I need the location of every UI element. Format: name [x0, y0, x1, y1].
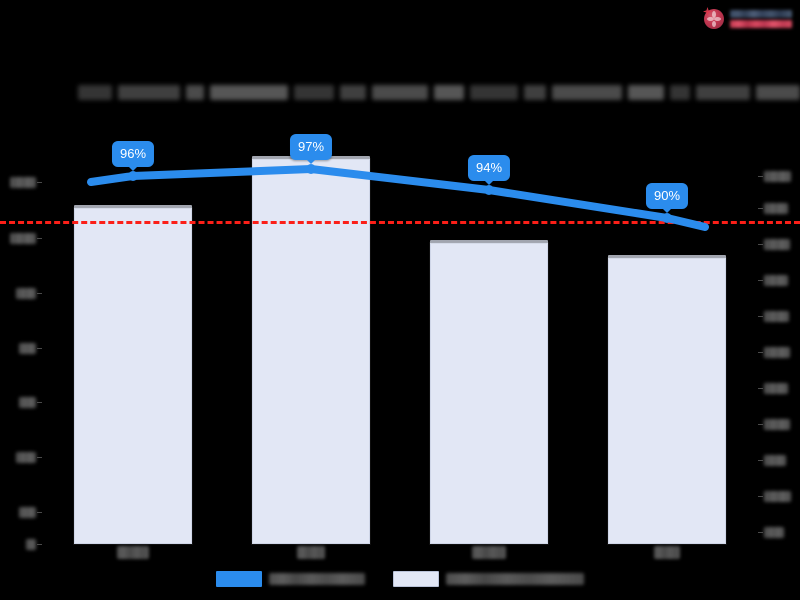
y-axis-secondary-tickmark-1	[758, 176, 763, 177]
y-axis-left-tick-6	[16, 452, 36, 463]
x-axis-label-4	[654, 546, 680, 559]
data-label-3: 94%	[467, 155, 511, 185]
data-label-1: 96%	[111, 141, 155, 171]
y-axis-left-tick-2	[10, 233, 36, 244]
plot-area: 96% 97% 94% 90%	[0, 134, 800, 544]
brand-wordmark	[730, 10, 792, 28]
y-axis-left-tick-4	[19, 343, 36, 354]
bar-cap	[430, 239, 548, 244]
y-axis-secondary-tickmark-7	[758, 388, 763, 389]
legend-swatch-line-icon	[216, 571, 262, 587]
bar-1[interactable]	[74, 205, 192, 544]
y-axis-secondary-tickmark-6	[758, 352, 763, 353]
brand-wordmark-line-2	[730, 20, 792, 28]
legend-label-line	[269, 573, 365, 585]
line-series-layer	[87, 164, 709, 231]
x-axis-label-2	[297, 546, 325, 559]
y-axis-secondary-tick-1	[764, 171, 791, 182]
data-label-4: 90%	[645, 183, 689, 213]
y-axis-left-tick-1	[10, 177, 36, 188]
y-axis-left	[0, 140, 42, 550]
line-point-4[interactable]	[662, 213, 672, 223]
chart-title-redacted	[77, 83, 800, 103]
x-axis-label-3	[472, 546, 506, 559]
y-axis-left-tick-5	[19, 397, 36, 408]
y-axis-secondary-tick-2	[764, 203, 788, 214]
y-axis-left-tickmark-5	[37, 402, 42, 403]
y-axis-secondary	[758, 140, 800, 550]
y-axis-secondary-tickmark-9	[758, 460, 763, 461]
y-axis-left-tickmark-8	[37, 544, 42, 545]
y-axis-left-tickmark-1	[37, 182, 42, 183]
y-axis-left-tickmark-7	[37, 512, 42, 513]
legend-item-bar[interactable]	[393, 571, 584, 587]
line-point-2[interactable]	[306, 164, 316, 174]
y-axis-secondary-tickmark-3	[758, 244, 763, 245]
y-axis-secondary-tick-3	[764, 239, 790, 250]
y-axis-secondary-tick-10	[764, 491, 791, 502]
brand-logo[interactable]	[702, 5, 792, 33]
bar-cap	[74, 205, 192, 210]
y-axis-secondary-tick-9	[764, 455, 786, 466]
flower-circle-icon	[702, 7, 726, 31]
bar-3[interactable]	[430, 239, 548, 544]
y-axis-left-tick-3	[16, 288, 36, 299]
y-axis-secondary-tick-8	[764, 419, 790, 430]
y-axis-secondary-tickmark-8	[758, 424, 763, 425]
y-axis-left-tickmark-4	[37, 348, 42, 349]
data-label-2: 97%	[289, 134, 333, 164]
y-axis-left-tickmark-3	[37, 293, 42, 294]
y-axis-left-tickmark-6	[37, 457, 42, 458]
chart-legend	[0, 568, 800, 590]
line-point-3[interactable]	[484, 185, 494, 195]
x-axis-label-1	[117, 546, 149, 559]
legend-item-line[interactable]	[216, 571, 365, 587]
threshold-line	[0, 220, 800, 224]
legend-swatch-bar-icon	[393, 571, 439, 587]
line-series-path	[87, 165, 709, 231]
x-axis-labels	[44, 546, 756, 564]
y-axis-secondary-tickmark-11	[758, 532, 763, 533]
y-axis-secondary-tick-7	[764, 383, 788, 394]
y-axis-secondary-tickmark-4	[758, 280, 763, 281]
y-axis-secondary-tickmark-2	[758, 208, 763, 209]
y-axis-left-tickmark-2	[37, 238, 42, 239]
y-axis-secondary-tick-4	[764, 275, 788, 286]
chart-title	[0, 80, 800, 106]
line-point-1[interactable]	[128, 171, 138, 181]
legend-label-bar	[446, 573, 584, 585]
y-axis-secondary-tickmark-5	[758, 316, 763, 317]
bar-4[interactable]	[608, 255, 726, 544]
y-axis-left-tick-7	[19, 507, 36, 518]
y-axis-secondary-tick-6	[764, 347, 790, 358]
y-axis-secondary-tickmark-10	[758, 496, 763, 497]
y-axis-secondary-tick-5	[764, 311, 789, 322]
y-axis-left-tick-8	[26, 539, 36, 550]
brand-wordmark-line-1	[730, 10, 792, 18]
bar-cap	[608, 255, 726, 260]
y-axis-secondary-tick-11	[764, 527, 784, 538]
